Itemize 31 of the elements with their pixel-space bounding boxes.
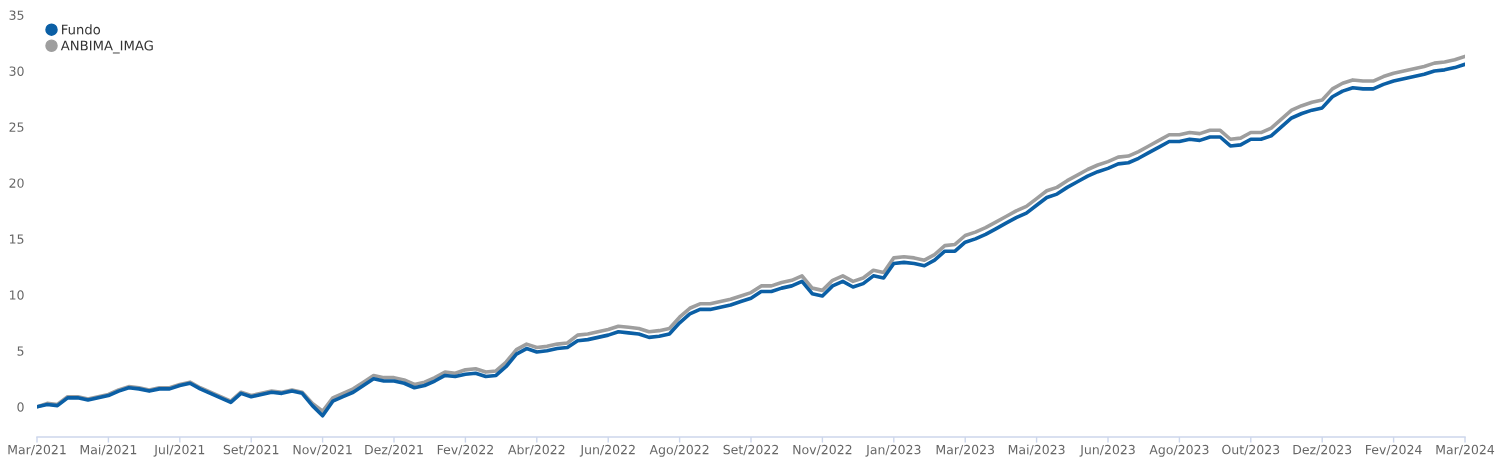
y-tick-label: 20 — [9, 178, 24, 188]
x-tick-label: Mar/2021 — [8, 444, 66, 456]
x-tick-label: Dez/2023 — [1293, 444, 1352, 456]
y-tick-label: 5 — [17, 346, 24, 356]
y-tick-label: 15 — [9, 234, 24, 244]
x-tick-label: Dez/2021 — [365, 444, 423, 456]
x-tick-label: Mar/2024 — [1436, 444, 1495, 456]
x-tick-label: Fev/2022 — [437, 444, 493, 456]
y-tick-label: 10 — [9, 290, 24, 300]
y-tick-label: 35 — [9, 10, 24, 20]
x-tick-label: Fev/2024 — [1366, 444, 1422, 456]
x-tick-label: Jun/2023 — [1079, 444, 1135, 457]
y-tick-label: 0 — [17, 402, 24, 412]
x-tick-label: Mar/2023 — [936, 444, 994, 456]
x-tick-label: Jun/2022 — [579, 444, 635, 457]
y-tick-label: 25 — [9, 122, 24, 132]
x-tick-label: Jul/2021 — [153, 444, 205, 457]
x-tick-label: Out/2023 — [1222, 444, 1280, 456]
x-tick-label: Set/2022 — [723, 444, 779, 456]
x-tick-label: Ago/2022 — [649, 444, 709, 457]
y-tick-label: 30 — [9, 66, 24, 76]
x-tick-label: Jan/2023 — [865, 444, 921, 457]
x-tick-label: Ago/2023 — [1149, 444, 1209, 457]
x-tick-label: Abr/2022 — [508, 444, 565, 456]
x-tick-label: Nov/2022 — [793, 444, 852, 456]
legend-label: ANBIMA_IMAG — [60, 40, 153, 54]
x-tick-label: Mai/2023 — [1008, 444, 1065, 456]
legend-label: Fundo — [62, 24, 101, 35]
x-tick-label: Set/2021 — [223, 444, 279, 456]
x-tick-label: Mai/2021 — [80, 444, 137, 456]
x-tick-label: Nov/2021 — [293, 444, 352, 456]
